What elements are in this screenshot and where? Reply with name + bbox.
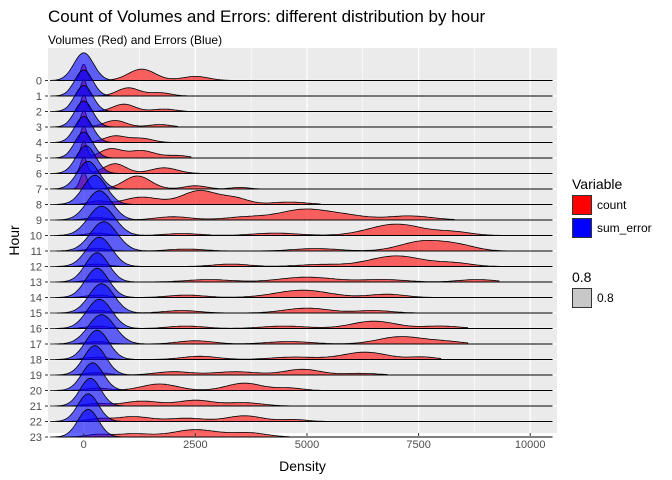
- y-tick-label: 1: [36, 91, 42, 103]
- y-tick-label: 16: [30, 324, 42, 336]
- alpha-legend-title: 0.8: [572, 269, 592, 285]
- y-tick-label: 11: [31, 246, 42, 258]
- y-tick-label: 7: [36, 184, 42, 196]
- ridge-hour-15: [49, 283, 553, 314]
- ridge-hour-0: [49, 52, 553, 81]
- x-tick-label: 2500: [183, 439, 207, 451]
- ridge-hour-19: [49, 345, 553, 376]
- y-tick-label: 8: [36, 200, 42, 212]
- ridge-hour-11: [49, 221, 553, 252]
- error-density-hour-12: [49, 236, 152, 267]
- legend-item-sum-error: sum_error: [572, 218, 652, 238]
- y-tick-label: 4: [36, 138, 42, 150]
- chart-subtitle: Volumes (Red) and Errors (Blue): [48, 33, 223, 47]
- y-axis-title: Hour: [6, 225, 22, 256]
- legend-item-count: count: [572, 195, 626, 215]
- legend-key-count: [572, 195, 592, 215]
- x-tick-label: 0: [81, 439, 87, 451]
- y-tick-label: 10: [30, 231, 42, 243]
- y-tick-label: 5: [36, 153, 42, 165]
- y-tick-label: 12: [30, 262, 42, 274]
- error-density-hour-10: [49, 205, 152, 236]
- y-tick-label: 6: [36, 169, 42, 181]
- ridge-hour-17: [49, 314, 553, 345]
- y-tick-label: 2: [36, 107, 42, 119]
- y-tick-label: 14: [30, 293, 42, 305]
- alpha-legend: 0.8 0.8: [572, 269, 668, 317]
- ridge-hour-18: [49, 329, 553, 360]
- y-tick-label: 19: [30, 370, 42, 382]
- x-axis-title: Density: [279, 458, 326, 474]
- ridge-hour-7: [49, 160, 553, 190]
- y-tick-label: 21: [30, 401, 42, 413]
- panel-background: [48, 48, 557, 433]
- count-density-hour-22: [69, 415, 335, 422]
- ridge-hour-23: [49, 408, 553, 438]
- y-tick-label: 23: [30, 432, 42, 444]
- ridge-hour-20: [49, 362, 553, 391]
- ridge-hour-12: [49, 236, 553, 267]
- y-tick-label: 17: [30, 339, 42, 351]
- error-density-hour-9: [49, 190, 152, 221]
- chart-title: Count of Volumes and Errors: different d…: [48, 7, 486, 26]
- ridge-hour-13: [49, 252, 553, 283]
- error-density-hour-11: [49, 221, 152, 252]
- y-tick-label: 20: [30, 386, 42, 398]
- y-tick-label: 13: [30, 277, 42, 289]
- legend-label-alpha: 0.8: [597, 291, 614, 305]
- fill-legend-title: Variable: [572, 176, 623, 192]
- legend-item-alpha: 0.8: [572, 288, 614, 308]
- y-tick-label: 3: [36, 122, 42, 134]
- ridge-hour-9: [49, 190, 553, 221]
- ridge-hour-21: [49, 377, 553, 407]
- x-tick-label: 5000: [295, 439, 319, 451]
- y-tick-label: 9: [36, 215, 42, 227]
- ridge-hour-22: [49, 393, 553, 422]
- legend-key-alpha: [572, 288, 592, 308]
- y-tick-label: 18: [30, 355, 42, 367]
- ridge-hour-10: [49, 205, 553, 236]
- fill-legend: Variable count sum_error: [572, 176, 668, 246]
- legend-label-count: count: [597, 198, 627, 212]
- x-tick-label: 7500: [406, 439, 430, 451]
- legend-key-sum-error: [572, 218, 592, 238]
- error-density-hour-16: [49, 298, 152, 329]
- ridge-hour-8: [49, 174, 553, 205]
- y-tick-label: 15: [30, 308, 42, 320]
- y-tick-label: 22: [30, 417, 42, 429]
- error-density-hour-17: [49, 314, 152, 345]
- y-tick-label: 0: [36, 76, 42, 88]
- ridge-hour-16: [49, 298, 553, 329]
- error-density-hour-15: [49, 283, 152, 314]
- legend-label-sum-error: sum_error: [597, 221, 652, 235]
- x-tick-label: 10000: [515, 439, 546, 451]
